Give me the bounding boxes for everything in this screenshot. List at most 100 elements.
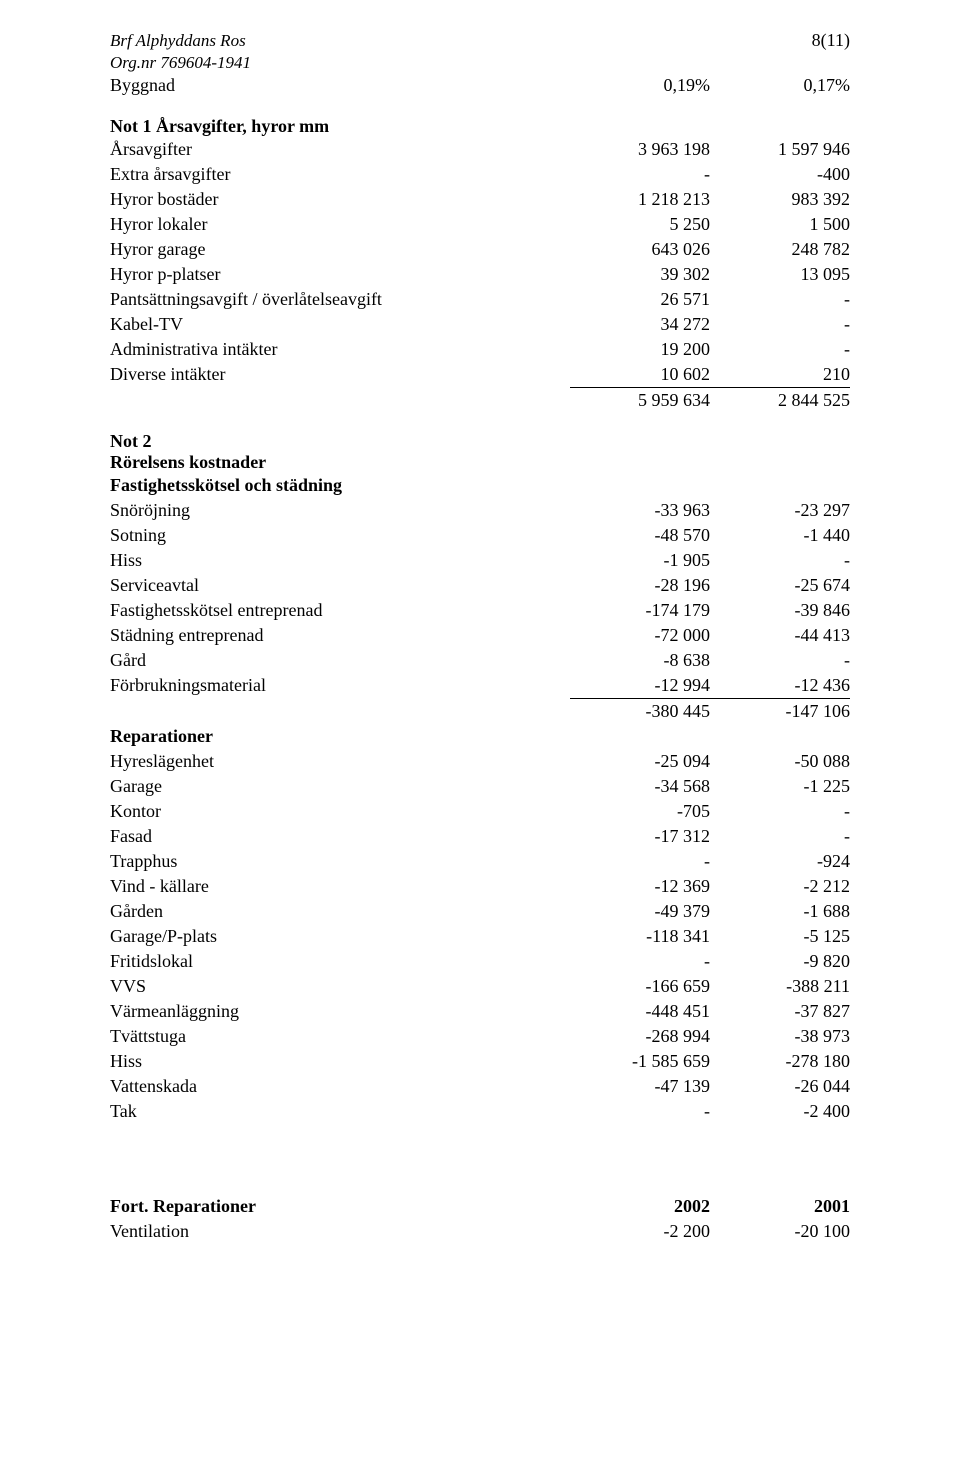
row-c1: 1 218 213 xyxy=(570,187,710,212)
row-c2: -2 400 xyxy=(710,1099,850,1124)
row-c2: -23 297 xyxy=(710,498,850,523)
row-label: Värmeanläggning xyxy=(110,999,570,1024)
sum-row: 5 959 6342 844 525 xyxy=(110,388,850,414)
group-heading-row: Fastighetsskötsel och städning xyxy=(110,473,850,498)
fort-heading-row: Fort. Reparationer 2002 2001 xyxy=(110,1194,850,1219)
row-label: Hyror p-platser xyxy=(110,262,570,287)
byggnad-c2: 0,17% xyxy=(710,73,850,98)
row-label: Hyror lokaler xyxy=(110,212,570,237)
fort-heading: Fort. Reparationer xyxy=(110,1194,570,1219)
table-row: Gård-8 638- xyxy=(110,648,850,673)
sum-c2: -147 106 xyxy=(710,699,850,725)
table-row: Fritidslokal--9 820 xyxy=(110,949,850,974)
row-label: Hyror garage xyxy=(110,237,570,262)
sum-label xyxy=(110,388,570,414)
row-c2: -39 846 xyxy=(710,598,850,623)
row-c1: -166 659 xyxy=(570,974,710,999)
row-c1: 10 602 xyxy=(570,362,710,388)
row-c2: -9 820 xyxy=(710,949,850,974)
fort-row-label: Ventilation xyxy=(110,1219,570,1244)
row-label: Fritidslokal xyxy=(110,949,570,974)
row-c2: 210 xyxy=(710,362,850,388)
row-c2: 1 500 xyxy=(710,212,850,237)
sum-c1: 5 959 634 xyxy=(570,388,710,414)
row-c2: -50 088 xyxy=(710,749,850,774)
row-c2: - xyxy=(710,312,850,337)
row-c2: -2 212 xyxy=(710,874,850,899)
row-c2: -924 xyxy=(710,849,850,874)
row-c1: -268 994 xyxy=(570,1024,710,1049)
row-c2: - xyxy=(710,799,850,824)
row-c1: -118 341 xyxy=(570,924,710,949)
table-row: Diverse intäkter10 602210 xyxy=(110,362,850,388)
table-row: Tak--2 400 xyxy=(110,1099,850,1124)
group-heading-row: Reparationer xyxy=(110,724,850,749)
table-row: Administrativa intäkter19 200- xyxy=(110,337,850,362)
row-label: Fastighetsskötsel entreprenad xyxy=(110,598,570,623)
row-label: Garage/P-plats xyxy=(110,924,570,949)
table-row: Hyreslägenhet-25 094-50 088 xyxy=(110,749,850,774)
not1-table: Årsavgifter3 963 1981 597 946Extra årsav… xyxy=(110,137,850,413)
row-c1: 26 571 xyxy=(570,287,710,312)
row-c1: - xyxy=(570,849,710,874)
table-row: Garage/P-plats-118 341-5 125 xyxy=(110,924,850,949)
row-c1: -33 963 xyxy=(570,498,710,523)
row-c1: - xyxy=(570,949,710,974)
row-c2: - xyxy=(710,287,850,312)
row-c1: - xyxy=(570,1099,710,1124)
header-row: Brf Alphyddans Ros 8(11) xyxy=(110,30,850,51)
row-label: Årsavgifter xyxy=(110,137,570,162)
table-row: Vind - källare-12 369-2 212 xyxy=(110,874,850,899)
row-c2: -278 180 xyxy=(710,1049,850,1074)
row-c1: 39 302 xyxy=(570,262,710,287)
table-row: Fastighetsskötsel entreprenad-174 179-39… xyxy=(110,598,850,623)
row-c2: -12 436 xyxy=(710,673,850,699)
table-row: Tvättstuga-268 994-38 973 xyxy=(110,1024,850,1049)
table-row: Gården-49 379-1 688 xyxy=(110,899,850,924)
table-row: Snöröjning-33 963-23 297 xyxy=(110,498,850,523)
row-c2: 1 597 946 xyxy=(710,137,850,162)
table-row: Hyror p-platser39 30213 095 xyxy=(110,262,850,287)
row-c1: -28 196 xyxy=(570,573,710,598)
table-row: Sotning-48 570-1 440 xyxy=(110,523,850,548)
row-c2: -1 225 xyxy=(710,774,850,799)
row-label: Förbrukningsmaterial xyxy=(110,673,570,699)
table-row: Serviceavtal-28 196-25 674 xyxy=(110,573,850,598)
sum-row: -380 445-147 106 xyxy=(110,699,850,725)
row-label: Sotning xyxy=(110,523,570,548)
row-c1: -705 xyxy=(570,799,710,824)
fort-row-c1: -2 200 xyxy=(570,1219,710,1244)
row-c2: -38 973 xyxy=(710,1024,850,1049)
row-c1: 19 200 xyxy=(570,337,710,362)
row-c2: 983 392 xyxy=(710,187,850,212)
row-label: Vattenskada xyxy=(110,1074,570,1099)
row-c1: 643 026 xyxy=(570,237,710,262)
row-c1: -1 905 xyxy=(570,548,710,573)
row-c2: -25 674 xyxy=(710,573,850,598)
row-label: VVS xyxy=(110,974,570,999)
byggnad-label: Byggnad xyxy=(110,73,570,98)
row-c2: - xyxy=(710,337,850,362)
row-label: Serviceavtal xyxy=(110,573,570,598)
row-c2: -388 211 xyxy=(710,974,850,999)
table-row: Hyror bostäder1 218 213983 392 xyxy=(110,187,850,212)
row-label: Garage xyxy=(110,774,570,799)
row-label: Kontor xyxy=(110,799,570,824)
row-label: Fasad xyxy=(110,824,570,849)
row-c1: -12 994 xyxy=(570,673,710,699)
row-c1: -8 638 xyxy=(570,648,710,673)
table-row: Pantsättningsavgift / överlåtelseavgift2… xyxy=(110,287,850,312)
not2-title: Not 2 xyxy=(110,431,850,452)
table-row: Förbrukningsmaterial-12 994-12 436 xyxy=(110,673,850,699)
table-row: Hyror lokaler5 2501 500 xyxy=(110,212,850,237)
table-row: Vattenskada-47 139-26 044 xyxy=(110,1074,850,1099)
group-heading: Fastighetsskötsel och städning xyxy=(110,473,570,498)
fort-row-c2: -20 100 xyxy=(710,1219,850,1244)
not2-table: Fastighetsskötsel och städningSnöröjning… xyxy=(110,473,850,1124)
row-label: Hyror bostäder xyxy=(110,187,570,212)
page-number: 8(11) xyxy=(812,30,850,51)
row-c1: -174 179 xyxy=(570,598,710,623)
row-c1: -1 585 659 xyxy=(570,1049,710,1074)
row-c1: -47 139 xyxy=(570,1074,710,1099)
row-label: Hiss xyxy=(110,548,570,573)
